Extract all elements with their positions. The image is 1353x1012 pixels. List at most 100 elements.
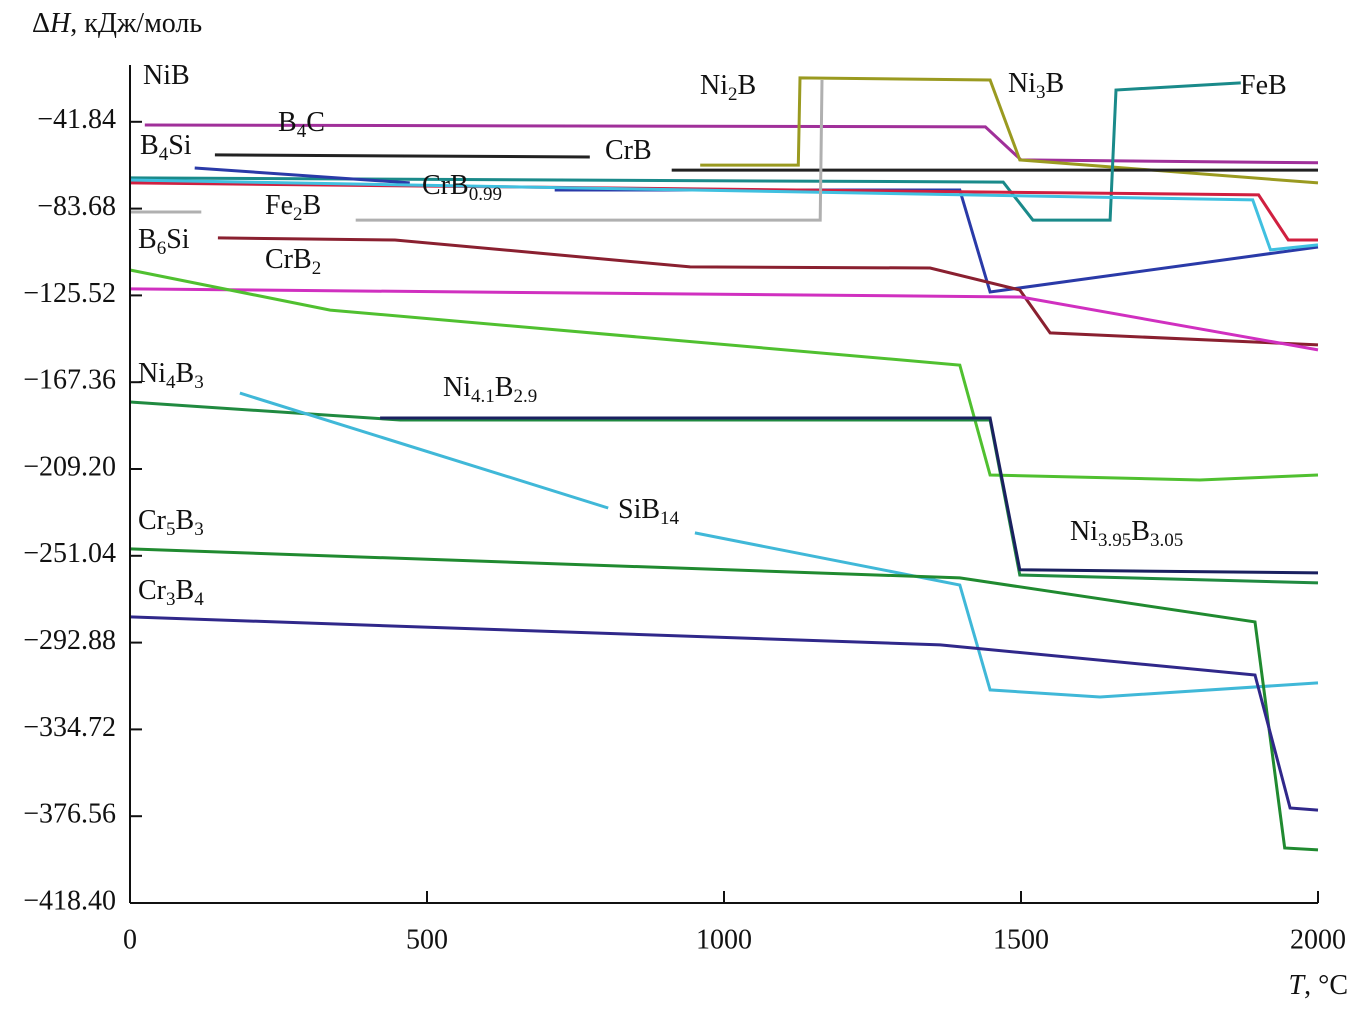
series-line	[129, 81, 1241, 222]
x-tick-label: 2000	[1290, 924, 1346, 955]
annotation-part: B	[278, 107, 297, 138]
annotation: FeB	[1240, 70, 1287, 101]
annotation-part: 2.9	[513, 386, 537, 407]
series-line	[129, 287, 1319, 352]
y-tick-label: −209.20	[23, 451, 116, 482]
annotation: Ni4B3	[138, 358, 204, 393]
annotation-part: 5	[166, 519, 176, 540]
annotation-part: B	[738, 70, 757, 101]
annotation-part: 4	[166, 372, 176, 393]
y-tick-label: −334.72	[23, 712, 116, 743]
y-tick-label: −418.40	[23, 885, 116, 916]
annotation-part: B	[1131, 516, 1150, 547]
annotation-part: CrB	[605, 135, 652, 166]
x-axis-title-part: , °C	[1304, 970, 1348, 1001]
x-tick-label: 1000	[696, 924, 752, 955]
annotation-part: 3	[194, 372, 204, 393]
series-line	[129, 268, 1319, 482]
series-line	[380, 416, 1319, 575]
series-line	[129, 178, 1319, 252]
series-line	[700, 76, 1319, 185]
annotation: Cr3B4	[138, 575, 204, 610]
annotation-part: 4	[297, 121, 307, 142]
annotation-part: 3	[194, 519, 204, 540]
annotation-part: Cr	[138, 575, 167, 606]
y-tick-label: −83.68	[37, 191, 116, 222]
series-line	[130, 79, 824, 222]
annotation-part: 14	[660, 508, 680, 529]
annotation: Cr5B3	[138, 505, 204, 540]
annotation-part: B	[138, 224, 157, 255]
annotation-part: Fe	[265, 190, 293, 221]
annotation-part: CrB	[265, 244, 312, 275]
y-axis-title-part: , кДж/моль	[70, 8, 202, 39]
annotation-part: CrB	[422, 170, 469, 201]
annotation: CrB	[605, 135, 652, 166]
annotation-part: B	[303, 190, 322, 221]
annotation-part: FeB	[1240, 70, 1287, 101]
annotation-part: Ni	[700, 70, 728, 101]
annotation-part: B	[176, 358, 195, 389]
series-line	[217, 236, 1319, 347]
annotation-part: 4.1	[471, 386, 495, 407]
annotation-part: 3	[1036, 82, 1046, 103]
series-line	[129, 615, 1319, 812]
annotation: NiB	[143, 60, 190, 91]
annotation: Ni3B	[1008, 68, 1064, 103]
annotation: CrB2	[265, 244, 321, 279]
annotation: B4C	[278, 107, 325, 142]
annotation-part: B	[176, 575, 195, 606]
annotation: CrB0.99	[422, 170, 502, 205]
x-tick-label: 500	[406, 924, 448, 955]
annotation: Ni2B	[700, 70, 756, 105]
annotation-part: B	[176, 505, 195, 536]
annotation-part: 3.05	[1150, 530, 1183, 551]
x-tick-label: 0	[123, 924, 137, 955]
y-tick-label: −167.36	[23, 365, 116, 396]
annotation-part: 6	[157, 238, 167, 259]
annotation-part: C	[306, 107, 325, 138]
annotation: Ni4.1B2.9	[443, 372, 537, 407]
series-line	[214, 153, 1318, 172]
annotation: B6Si	[138, 224, 190, 259]
annotation-part: SiB	[618, 494, 660, 525]
series-line	[239, 391, 1319, 699]
annotation: Ni3.95B3.05	[1070, 516, 1183, 551]
series-line	[129, 547, 1319, 852]
annotation-part: 0.99	[469, 184, 502, 205]
annotation-part: Cr	[138, 505, 167, 536]
y-tick-label: −292.88	[23, 625, 116, 656]
annotation-part: 2	[728, 84, 738, 105]
annotation-part: Si	[168, 130, 192, 161]
annotation-part: Si	[166, 224, 190, 255]
annotation-part: 4	[194, 589, 204, 610]
annotation-part: Ni	[1008, 68, 1036, 99]
annotation: Fe2B	[265, 190, 321, 225]
annotation-part: Ni	[443, 372, 471, 403]
y-axis-title-part: H	[49, 8, 72, 39]
annotation-part: 2	[293, 204, 303, 225]
series-line	[144, 123, 1319, 165]
y-tick-label: −41.84	[37, 104, 116, 135]
y-tick-label: −125.52	[23, 278, 116, 309]
y-tick-label: −251.04	[23, 538, 116, 569]
annotation-part: Ni	[1070, 516, 1098, 547]
annotation-part: B	[495, 372, 514, 403]
annotation: B4Si	[140, 130, 192, 165]
y-axis-title-part: Δ	[32, 8, 50, 39]
annotation-part: Ni	[138, 358, 166, 389]
annotation-part: NiB	[143, 60, 190, 91]
annotation-part: B	[1046, 68, 1065, 99]
annotation-part: 3.95	[1098, 530, 1131, 551]
annotation-part: 4	[159, 144, 169, 165]
x-tick-label: 1500	[993, 924, 1049, 955]
y-tick-label: −376.56	[23, 799, 116, 830]
x-axis-title-part: T	[1289, 970, 1307, 1001]
y-axis-title: ΔH, кДж/моль	[32, 8, 202, 39]
annotation: SiB14	[618, 494, 680, 529]
annotation-part: 2	[312, 258, 322, 279]
annotation-part: B	[140, 130, 159, 161]
x-axis-title: T, °C	[1289, 970, 1348, 1001]
annotation-part: 3	[166, 589, 176, 610]
